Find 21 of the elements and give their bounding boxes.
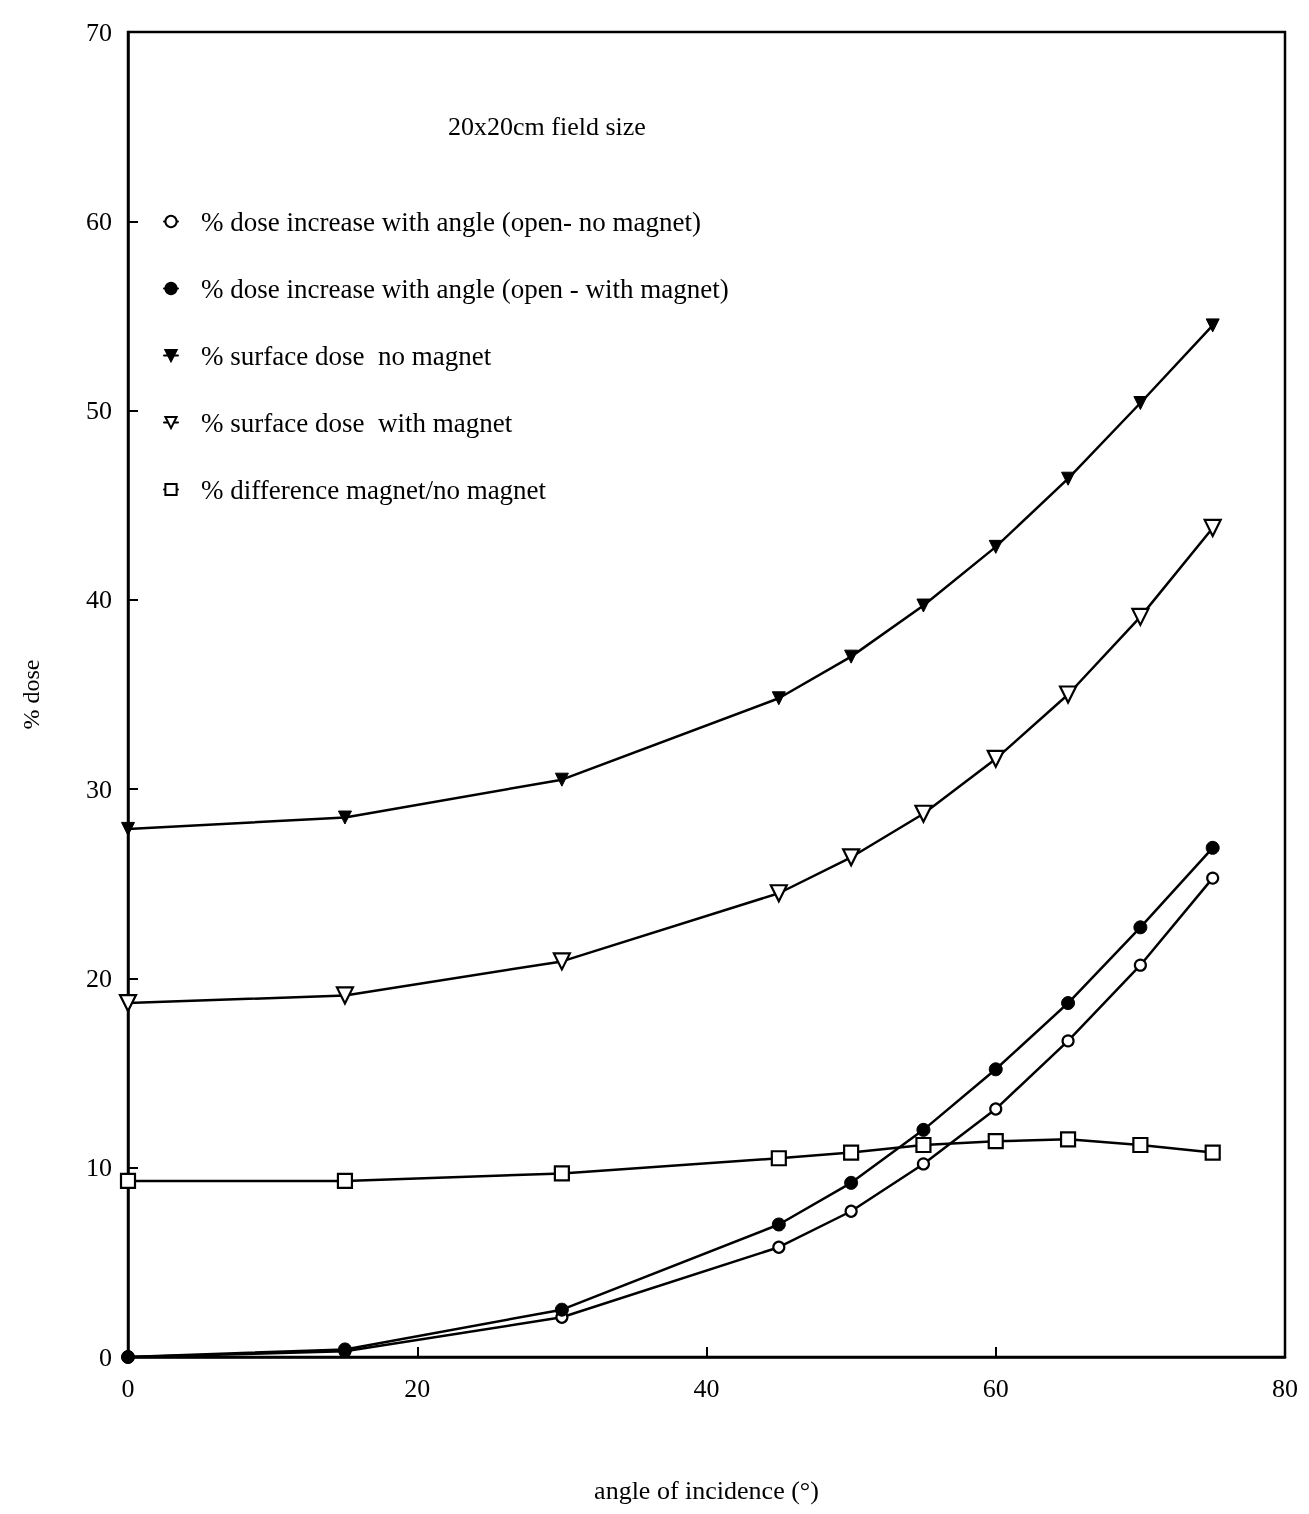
legend-label: % difference magnet/no magnet [201, 474, 547, 505]
y-tick-label: 20 [86, 963, 112, 993]
x-tick-label: 60 [982, 1373, 1009, 1403]
legend-label: % dose increase with angle (open - with magnet) [201, 273, 729, 304]
x-tick-label: 40 [693, 1373, 720, 1403]
x-tick-label: 80 [1272, 1373, 1298, 1403]
legend-title: 20x20cm field size [448, 111, 646, 141]
y-tick-label: 0 [99, 1342, 112, 1372]
x-tick-label: 20 [404, 1373, 431, 1403]
x-axis-title: angle of incidence (°) [594, 1475, 819, 1505]
y-tick-label: 50 [86, 396, 112, 426]
y-tick-label: 40 [86, 585, 112, 615]
legend-label: % dose increase with angle (open- no magnet) [201, 206, 702, 237]
y-tick-label: 10 [86, 1153, 112, 1183]
legend-label: % surface dose with magnet [201, 407, 513, 438]
y-axis-title: % dose [18, 659, 44, 730]
legend-label: % surface dose no magnet [201, 340, 492, 371]
y-tick-label: 70 [86, 17, 112, 47]
y-tick-label: 60 [86, 206, 112, 236]
y-tick-label: 30 [86, 774, 112, 804]
x-tick-label: 0 [121, 1373, 135, 1403]
